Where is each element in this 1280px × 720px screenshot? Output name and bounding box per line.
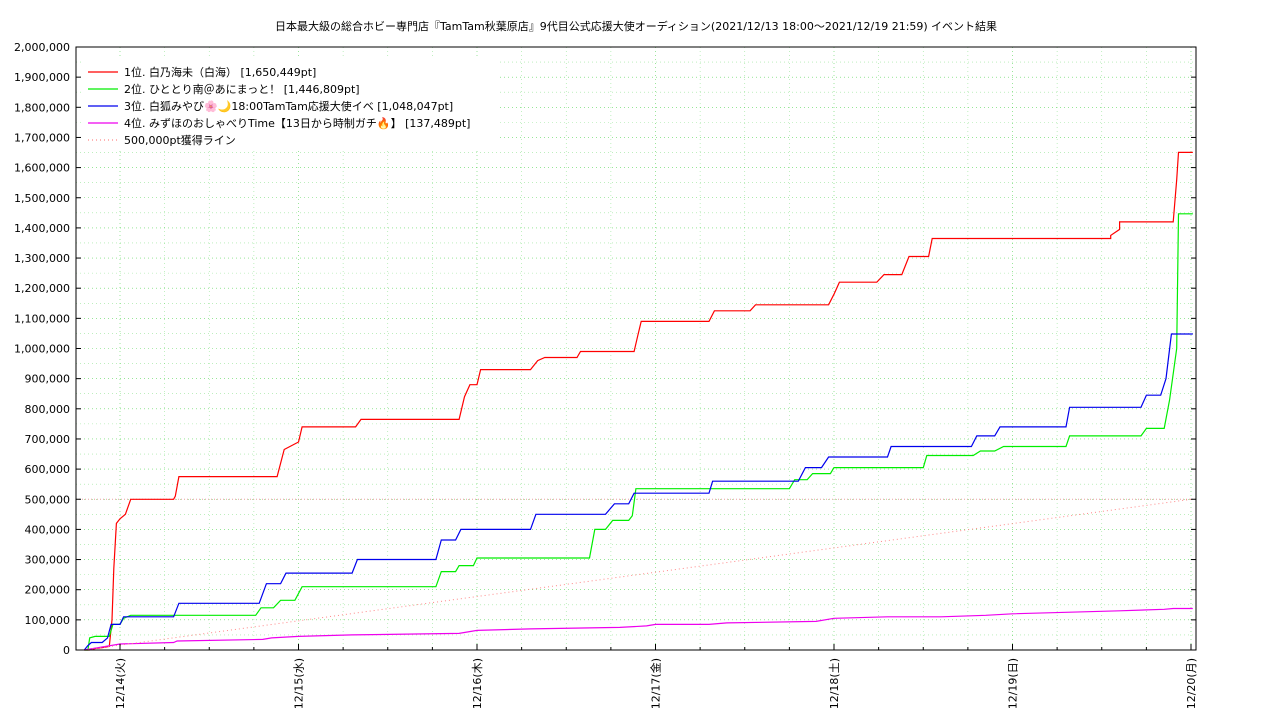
y-tick-label: 1,900,000 bbox=[14, 71, 70, 84]
y-axis: 0 100,000 200,000 300,000 400,000 500,000 600,… bbox=[14, 41, 1196, 657]
y-tick-label: 800,000 bbox=[25, 403, 71, 416]
y-tick-label: 1,500,000 bbox=[14, 192, 70, 205]
x-tick-label: 12/15(水) bbox=[293, 658, 306, 709]
y-tick-label: 600,000 bbox=[25, 463, 71, 476]
y-tick-label: 2,000,000 bbox=[14, 41, 70, 54]
y-tick-label: 900,000 bbox=[25, 373, 71, 386]
legend-entry: 2位. ひととり南＠あにまっと！ [1,446,809pt] bbox=[124, 82, 360, 96]
y-tick-label: 200,000 bbox=[25, 584, 71, 597]
legend: 1位. 白乃海未（白海） [1,650,449pt] 2位. ひととり南＠あにまっ… bbox=[84, 57, 500, 149]
y-tick-label: 700,000 bbox=[25, 433, 71, 446]
x-axis: 12/14(火) 12/15(水) 12/16(木) 12/17(金) 12/18(土)… bbox=[114, 644, 1198, 709]
y-tick-label: 0 bbox=[63, 644, 70, 657]
series-line-3 bbox=[83, 333, 1193, 651]
x-tick-label: 12/18(土) bbox=[828, 658, 841, 709]
chart-subtitle: イベント結果 bbox=[931, 19, 997, 33]
series-line-2 bbox=[84, 213, 1193, 651]
y-tick-label: 1,300,000 bbox=[14, 252, 70, 265]
y-tick-label: 1,700,000 bbox=[14, 131, 70, 144]
series-lines bbox=[83, 151, 1193, 651]
x-tick-label: 12/14(火) bbox=[114, 658, 127, 709]
y-tick-label: 100,000 bbox=[25, 614, 71, 627]
y-tick-label: 1,000,000 bbox=[14, 343, 70, 356]
legend-box bbox=[84, 57, 500, 149]
y-tick-label: 1,600,000 bbox=[14, 162, 70, 175]
y-tick-label: 500,000 bbox=[25, 493, 71, 506]
chart-title: 日本最大級の総合ホビー専門店『TamTam秋葉原店』9代目公式応援大使オーディシ… bbox=[275, 19, 928, 33]
x-tick-label: 12/16(木) bbox=[471, 658, 484, 709]
x-tick-label: 12/17(金) bbox=[649, 658, 663, 709]
legend-entry: 4位. みずほのおしゃべりTime【13日から時制ガチ🔥】 [137,489pt… bbox=[124, 116, 470, 130]
series-line-4 bbox=[84, 607, 1193, 651]
y-tick-label: 1,400,000 bbox=[14, 222, 70, 235]
y-tick-label: 400,000 bbox=[25, 523, 71, 536]
legend-entry: 500,000pt獲得ライン bbox=[124, 134, 236, 147]
y-tick-label: 300,000 bbox=[25, 554, 71, 567]
x-tick-label: 12/20(月) bbox=[1185, 658, 1198, 709]
legend-entry: 1位. 白乃海未（白海） [1,650,449pt] bbox=[124, 65, 316, 79]
y-tick-label: 1,200,000 bbox=[14, 282, 70, 295]
y-tick-label: 1,100,000 bbox=[14, 312, 70, 325]
x-tick-label: 12/19(日) bbox=[1007, 658, 1020, 709]
series-line-1 bbox=[84, 151, 1193, 651]
y-tick-label: 1,800,000 bbox=[14, 101, 70, 114]
legend-entry: 3位. 白狐みやび🌸🌙18:00TamTam応援大使イベ [1,048,047p… bbox=[124, 99, 453, 113]
